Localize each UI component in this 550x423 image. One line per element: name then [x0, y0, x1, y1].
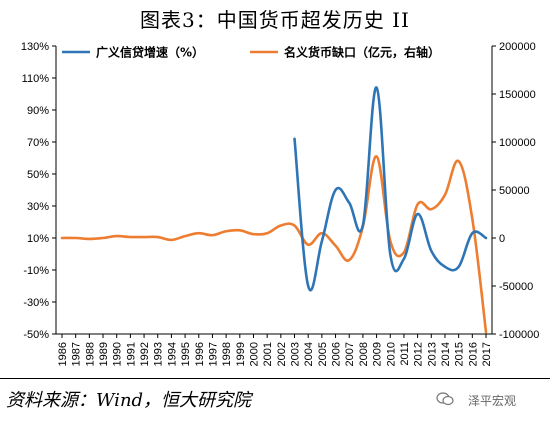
series-line-credit-growth: [293, 86, 488, 292]
y-left-tick-label: 90%: [27, 105, 49, 117]
series-line-money-gap: [60, 155, 488, 334]
y-right-tick-label: -50000: [499, 281, 533, 293]
x-tick-label: 2004: [303, 342, 315, 366]
y-left-tick-label: 30%: [27, 201, 49, 213]
y-right-tick-label: 50000: [499, 185, 530, 197]
y-right-tick-label: -100000: [499, 329, 539, 341]
x-tick-label: 1996: [194, 342, 206, 366]
x-tick-label: 2014: [440, 342, 452, 366]
x-tick-label: 1998: [221, 342, 233, 366]
x-tick-label: 2010: [385, 342, 397, 366]
y-left-tick-label: 130%: [21, 41, 49, 53]
x-tick-label: 2005: [317, 342, 329, 366]
y-left-tick-label: 10%: [27, 233, 49, 245]
x-tick-label: 2009: [372, 342, 384, 366]
x-tick-label: 2000: [248, 342, 260, 366]
x-tick-label: 1994: [166, 342, 178, 366]
y-left-tick-label: 50%: [27, 169, 49, 181]
x-tick-label: 2016: [467, 342, 479, 366]
watermark: 泽平宏观: [467, 394, 516, 408]
wechat-icon: [436, 392, 454, 406]
x-tick-label: 2015: [454, 342, 466, 366]
x-tick-label: 2006: [331, 342, 343, 366]
x-tick-label: 1997: [207, 342, 219, 366]
y-left-tick-label: 110%: [22, 73, 50, 85]
legend-item-money-gap-label: 名义货币缺口（亿元，右轴）: [284, 45, 440, 60]
x-tick-label: 2002: [276, 342, 288, 366]
x-tick-label: 1993: [153, 342, 165, 366]
axes: -50% -30% -10% 10% 30% 50% 70% 90% 110% 130% -1000…: [21, 41, 540, 366]
x-tick-label: 1992: [139, 342, 151, 366]
x-tick-label: 2007: [344, 342, 356, 366]
y-right-tick-label: 150000: [499, 89, 536, 101]
figure-title: 图表3：中国货币超发历史 II: [140, 8, 410, 32]
x-tick-label: 1988: [84, 342, 96, 366]
source-divider: [0, 378, 550, 379]
x-tick-label: 1995: [180, 342, 192, 366]
x-tick-label: 1986: [57, 342, 69, 366]
y-left-tick-label: -30%: [23, 297, 49, 309]
x-tick-label: 2011: [399, 342, 411, 366]
x-tick-label: 2017: [481, 342, 493, 366]
y-right-tick-label: 200000: [499, 41, 536, 53]
x-tick-label: 2012: [413, 342, 425, 366]
series-lines: [60, 86, 488, 334]
x-tick-label: 1989: [98, 342, 110, 366]
chart: -50% -30% -10% 10% 30% 50% 70% 90% 110% 130% -1000…: [21, 41, 540, 366]
x-tick-label: 1999: [235, 342, 247, 366]
y-right-tick-label: 100000: [499, 137, 536, 149]
y-left-tick-label: -50%: [23, 329, 49, 341]
x-tick-label: 1990: [112, 342, 124, 366]
legend: 广义信贷增速（%） 名义货币缺口（亿元，右轴）: [62, 45, 440, 60]
source-note: 资料来源：Wind，恒大研究院: [6, 390, 252, 411]
x-tick-label: 2001: [262, 342, 274, 366]
y-left-tick-label: 70%: [27, 137, 49, 149]
legend-item-credit-growth-label: 广义信贷增速（%）: [96, 45, 204, 60]
y-right-tick-label: 0: [499, 233, 505, 245]
x-tick-label: 2003: [290, 342, 302, 366]
x-tick-label: 2008: [358, 342, 370, 366]
x-tick-label: 2013: [426, 342, 438, 366]
y-left-tick-label: -10%: [23, 265, 49, 277]
x-tick-label: 1987: [71, 342, 83, 366]
x-tick-label: 1991: [125, 342, 137, 366]
